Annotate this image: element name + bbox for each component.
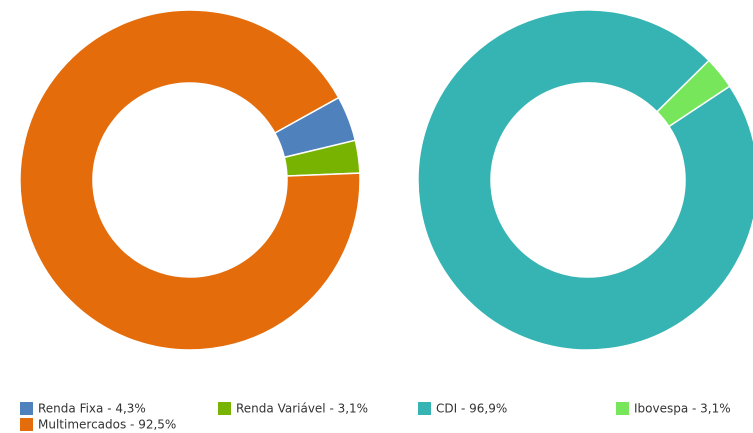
donut-slice [417,9,753,351]
legend-label[interactable]: CDI - 96,9% [436,402,507,416]
legend-swatch [20,418,33,431]
legend-label[interactable]: Multimercados - 92,5% [38,418,176,432]
legend-label[interactable]: Renda Variável - 3,1% [236,402,368,416]
donut-slice [655,59,731,128]
legend-swatch [20,402,33,415]
legend-label[interactable]: Renda Fixa - 4,3% [38,402,146,416]
legend-label[interactable]: Ibovespa - 3,1% [634,402,731,416]
legend-swatch [218,402,231,415]
legend-swatch [616,402,629,415]
donut-slice [19,9,361,351]
legend-swatch [418,402,431,415]
